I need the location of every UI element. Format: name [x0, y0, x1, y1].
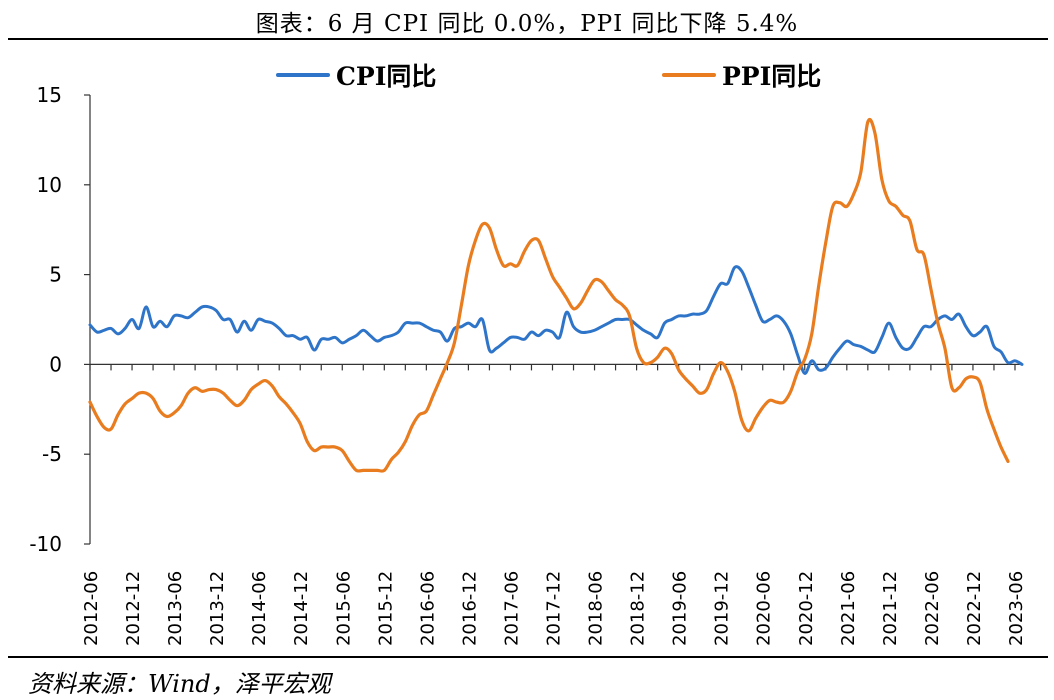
x-tick-label: 2017-12: [543, 571, 564, 646]
legend-cpi-label: CPI同比: [336, 62, 436, 91]
x-tick-label: 2016-12: [459, 571, 480, 646]
x-tick-label: 2018-06: [586, 571, 607, 646]
x-tick-label: 2013-12: [207, 571, 228, 646]
y-tick-label: -5: [42, 442, 62, 466]
x-tick-label: 2015-06: [333, 571, 354, 646]
x-tick-label: 2019-06: [670, 571, 691, 646]
y-tick-label: 5: [49, 263, 62, 287]
y-axis: 15 10 5 0 -5 -10: [29, 83, 91, 556]
y-tick-label: 15: [37, 83, 62, 107]
legend-ppi-label: PPI同比: [722, 62, 821, 91]
x-tick-label: 2020-12: [796, 571, 817, 646]
x-tick-label: 2023-06: [1006, 571, 1027, 646]
x-tick-label: 2022-12: [964, 571, 985, 646]
legend: CPI同比 PPI同比: [276, 62, 821, 91]
chart-title: 图表：6 月 CPI 同比 0.0%，PPI 同比下降 5.4%: [255, 11, 799, 37]
y-tick-label: 10: [37, 173, 62, 197]
x-tick-label: 2021-12: [880, 571, 901, 646]
x-tick-label: 2015-12: [375, 571, 396, 646]
cpi-series-line: [88, 265, 1024, 375]
source-note: 资料来源：Wind，泽平宏观: [28, 670, 331, 698]
x-tick-label: 2016-06: [417, 571, 438, 646]
x-tick-label: 2014-12: [291, 571, 312, 646]
x-tick-label: 2013-06: [165, 571, 186, 646]
x-axis: 2012-06 2012-12 2013-06 2013-12 2014-06 2014-…: [81, 363, 1027, 646]
x-tick-label: 2017-06: [501, 571, 522, 646]
title-rule: [8, 38, 1048, 40]
x-tick-label: 2014-06: [249, 571, 270, 646]
x-tick-label: 2018-12: [628, 571, 649, 646]
x-tick-label: 2020-06: [754, 571, 775, 646]
source-rule: [8, 656, 1048, 658]
x-tick-label: 2019-12: [712, 571, 733, 646]
y-tick-label: -10: [29, 532, 62, 556]
x-tick-label: 2022-06: [922, 571, 943, 646]
series-layer: [88, 117, 1024, 473]
ppi-series-line: [88, 117, 1010, 473]
x-tick-label: 2012-12: [123, 571, 144, 646]
x-tick-label: 2021-06: [838, 571, 859, 646]
y-tick-label: 0: [49, 352, 62, 376]
x-tick-label: 2012-06: [81, 571, 102, 646]
